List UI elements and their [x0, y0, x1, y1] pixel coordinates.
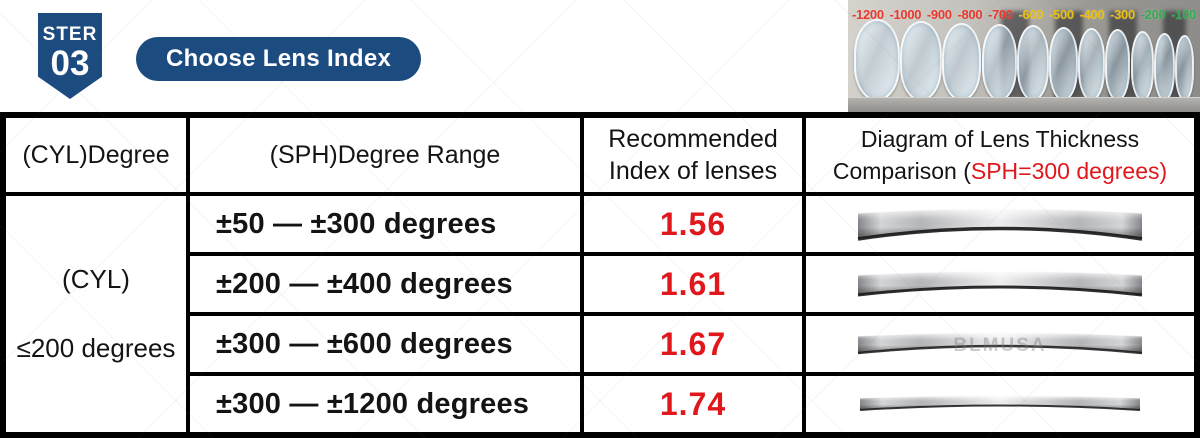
table-row-index-value: 1.74: [584, 376, 802, 432]
col-header-sph-degree-range: (SPH)Degree Range: [190, 118, 580, 192]
table-row-sph-range: ±50 — ±300 degrees: [190, 196, 580, 252]
degree-label: -1000: [889, 7, 922, 22]
lens-sample: [854, 19, 900, 101]
lens-sample: [1105, 29, 1131, 101]
lens-sample: [1048, 27, 1078, 101]
photo-lens-row: [854, 19, 1194, 101]
degree-label: -300: [1110, 7, 1135, 22]
step-badge-number: 03: [50, 44, 90, 83]
degree-label: -600: [1018, 7, 1044, 22]
table-row-diagram-cell: [806, 256, 1194, 312]
degree-label: -200: [1140, 7, 1166, 22]
degree-label: -500: [1049, 7, 1074, 22]
lens-sample: [1130, 31, 1154, 101]
col-header-recommended-index: Recommended Index of lenses: [584, 118, 802, 192]
step-badge: STER 03: [38, 13, 102, 99]
choose-lens-index-button[interactable]: Choose Lens Index: [136, 37, 422, 81]
table-row-diagram-cell: BLMUSA: [806, 316, 1194, 372]
table-row-index-value: 1.67: [584, 316, 802, 372]
col-header-cyl-degree: (CYL)Degree: [6, 118, 186, 192]
lens-sample: [1078, 28, 1106, 101]
table-row-index-value: 1.56: [584, 196, 802, 252]
lens-sample: [981, 24, 1017, 101]
lens-thickness-diagram-1-56: [857, 207, 1143, 241]
lens-sample-photo: -1200 -1000 -900 -800 -700 -600 -500 -40…: [848, 0, 1200, 112]
degree-label: -1200: [852, 7, 884, 22]
lens-tray: [848, 97, 1200, 112]
lens-sample: [900, 21, 943, 101]
lens-thickness-diagram-1-74: [859, 395, 1141, 411]
degree-label: -100: [1171, 7, 1196, 22]
degree-label: -800: [957, 7, 983, 22]
photo-degree-labels: -1200 -1000 -900 -800 -700 -600 -500 -40…: [852, 7, 1196, 22]
table-row-sph-range: ±200 — ±400 degrees: [190, 256, 580, 312]
table-row-index-value: 1.61: [584, 256, 802, 312]
degree-label: -400: [1079, 7, 1105, 22]
table-row-diagram-cell: [806, 376, 1194, 432]
cyl-group-cell: (CYL) ≤200 degrees: [6, 196, 186, 432]
degree-label: -700: [987, 7, 1013, 22]
lens-sample: [1016, 25, 1049, 101]
lens-thickness-diagram-1-67: [857, 331, 1143, 355]
lens-sample: [942, 23, 982, 101]
lens-thickness-diagram-1-61: [857, 270, 1143, 297]
step-badge-label: STER: [42, 24, 98, 45]
lens-sample: [1153, 33, 1175, 101]
table-row-sph-range: ±300 — ±600 degrees: [190, 316, 580, 372]
lens-index-table: (CYL)Degree (SPH)Degree Range Recommende…: [0, 112, 1200, 438]
table-row-diagram-cell: [806, 196, 1194, 252]
degree-label: -900: [926, 7, 952, 22]
table-row-sph-range: ±300 — ±1200 degrees: [190, 376, 580, 432]
lens-sample: [1174, 35, 1194, 101]
col-header-thickness-diagram: Diagram of Lens Thickness Comparison (SP…: [806, 118, 1194, 192]
